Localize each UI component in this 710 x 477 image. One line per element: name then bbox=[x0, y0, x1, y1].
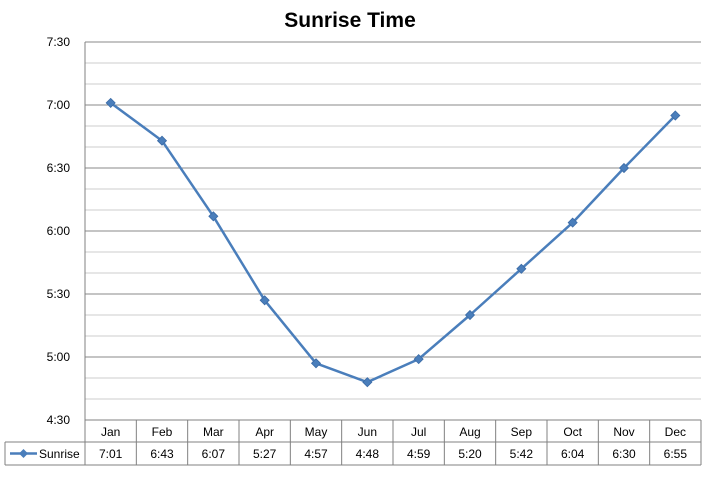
y-tick-label: 6:00 bbox=[47, 224, 71, 238]
x-category-label: Jan bbox=[101, 425, 120, 439]
y-tick-label: 7:30 bbox=[47, 35, 71, 49]
data-point-marker bbox=[362, 377, 373, 388]
x-category-label: Dec bbox=[665, 425, 686, 439]
data-point-marker bbox=[156, 135, 168, 146]
data-point-marker bbox=[259, 295, 270, 306]
x-category-label: Feb bbox=[152, 425, 173, 439]
x-category-label: Sep bbox=[511, 425, 533, 439]
data-table: Jan 7:01 Feb 6:43 Mar 6:07 Apr 5:27 May 4:57 Jun 4:… bbox=[4, 419, 702, 466]
legend-marker bbox=[19, 449, 28, 458]
data-table-value: 4:59 bbox=[407, 447, 431, 461]
series-sunrise bbox=[105, 97, 681, 388]
x-category-label: Oct bbox=[563, 425, 582, 439]
data-table-value: 5:42 bbox=[510, 447, 534, 461]
data-table-value: 5:20 bbox=[458, 447, 482, 461]
data-table-value: 6:43 bbox=[150, 447, 174, 461]
data-table-value: 6:55 bbox=[664, 447, 688, 461]
data-point-marker bbox=[618, 162, 630, 174]
y-tick-label: 7:00 bbox=[47, 98, 71, 112]
series-line bbox=[109, 101, 677, 384]
y-tick-label: 5:30 bbox=[47, 287, 71, 301]
x-category-label: Jun bbox=[358, 425, 377, 439]
x-category-label: Jul bbox=[411, 425, 426, 439]
data-table-value: 4:48 bbox=[356, 447, 380, 461]
data-point-marker bbox=[464, 309, 476, 321]
x-category-label: May bbox=[305, 425, 328, 439]
x-category-label: Apr bbox=[255, 425, 274, 439]
data-point-marker bbox=[310, 358, 322, 369]
y-tick-label: 5:00 bbox=[47, 350, 71, 364]
x-category-label: Nov bbox=[613, 425, 634, 439]
data-table-value: 6:04 bbox=[561, 447, 585, 461]
data-table-value: 7:01 bbox=[99, 447, 123, 461]
data-point-marker bbox=[516, 263, 527, 274]
data-table-value: 6:07 bbox=[202, 447, 226, 461]
data-table-value: 4:57 bbox=[304, 447, 328, 461]
gridlines bbox=[85, 41, 701, 421]
chart-title: Sunrise Time bbox=[284, 9, 416, 32]
data-point-marker bbox=[670, 110, 681, 121]
data-point-marker bbox=[567, 217, 578, 228]
data-table-value: 5:27 bbox=[253, 447, 277, 461]
data-point-marker bbox=[105, 97, 116, 108]
y-tick-label: 6:30 bbox=[47, 161, 71, 175]
data-point-marker bbox=[413, 354, 424, 365]
x-category-label: Mar bbox=[203, 425, 224, 439]
data-point-marker bbox=[208, 211, 219, 222]
x-category-label: Aug bbox=[459, 425, 480, 439]
data-table-value: 6:30 bbox=[612, 447, 636, 461]
y-axis: 4:30 5:00 5:30 6:00 6:30 7:00 7:30 bbox=[47, 35, 86, 427]
y-tick-label: 4:30 bbox=[47, 413, 71, 427]
legend-label: Sunrise bbox=[39, 447, 80, 461]
